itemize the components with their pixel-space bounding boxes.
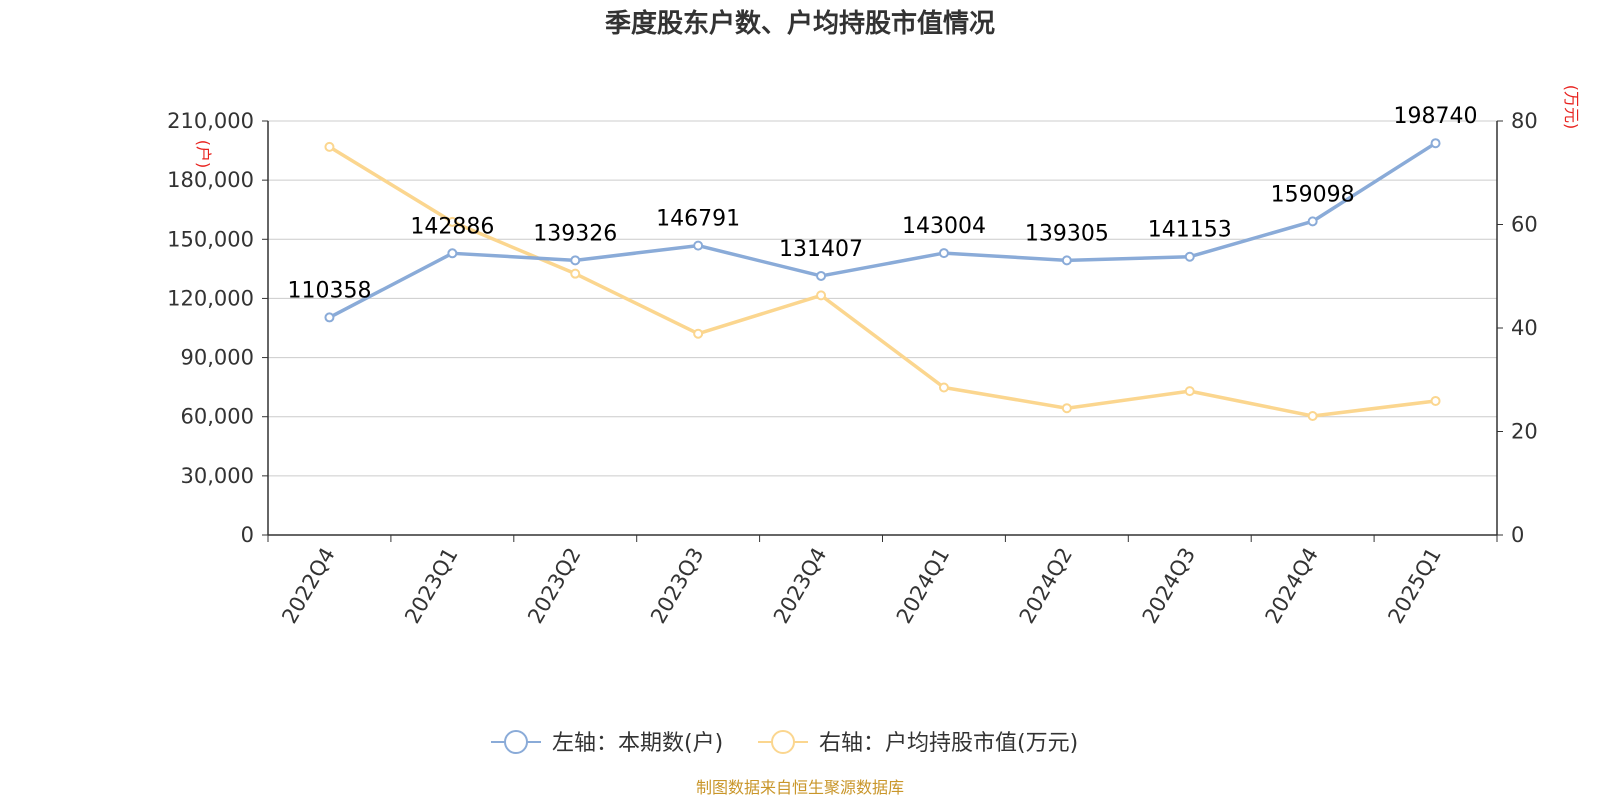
x-axis-tick-label: 2022Q4 — [277, 544, 339, 628]
data-point — [938, 382, 949, 393]
data-point — [570, 255, 581, 266]
grid-lines — [268, 120, 1497, 477]
x-axis-tick-label: 2024Q1 — [892, 544, 954, 628]
data-label: 146791 — [656, 207, 740, 232]
x-axis-tick-label: 2024Q4 — [1261, 544, 1323, 628]
data-point — [1430, 138, 1441, 149]
data-point — [447, 216, 458, 227]
data-point — [1307, 216, 1318, 227]
series-line-left — [328, 141, 1437, 319]
data-labels: 110358 142886 139326 146791 131407 143004 1393… — [287, 104, 1477, 303]
data-label: 143004 — [902, 214, 986, 239]
left-axis-tick-label: 210,000 — [167, 109, 254, 133]
data-point — [816, 290, 827, 301]
data-point — [938, 248, 949, 259]
data-point — [1307, 410, 1318, 421]
left-axis-unit: (户) — [194, 140, 213, 169]
data-label: 142886 — [410, 214, 494, 239]
x-axis-tick-label: 2024Q3 — [1138, 544, 1200, 628]
data-point — [1184, 251, 1195, 262]
chart-title: 季度股东户数、户均持股市值情况 — [605, 8, 995, 39]
data-point — [816, 270, 827, 281]
right-axis-tick-label: 60 — [1511, 213, 1538, 237]
legend[interactable]: 左轴：本期数(户) 右轴：户均持股市值(万元) — [491, 730, 1078, 756]
data-point — [447, 248, 458, 259]
data-label: 131407 — [779, 237, 863, 262]
x-axis-tick-label: 2023Q1 — [400, 544, 462, 628]
left-axis-tick-label: 90,000 — [181, 346, 254, 370]
data-point — [324, 312, 335, 323]
right-axis-tick-label: 20 — [1511, 420, 1538, 444]
data-point — [1061, 255, 1072, 266]
left-axis-tick-label: 30,000 — [181, 464, 254, 488]
x-axis-tick-label: 2023Q3 — [646, 544, 708, 628]
left-axis-tick-label: 180,000 — [167, 168, 254, 192]
data-label: 139326 — [533, 221, 617, 246]
left-axis-tick-label: 0 — [241, 523, 254, 547]
data-point — [324, 141, 335, 152]
source-note: 制图数据来自恒生聚源数据库 — [696, 778, 904, 797]
data-point — [693, 240, 704, 251]
legend-label-right: 右轴：户均持股市值(万元) — [819, 731, 1078, 756]
data-point — [1061, 403, 1072, 414]
series-layer — [324, 138, 1441, 421]
left-axis-tick-label: 150,000 — [167, 227, 254, 251]
data-label: 139305 — [1025, 221, 1109, 246]
data-label: 110358 — [287, 278, 371, 303]
x-axis-tick-label: 2024Q2 — [1015, 544, 1077, 628]
right-axis-tick-label: 40 — [1511, 316, 1538, 340]
data-point — [693, 328, 704, 339]
legend-item-right-series[interactable]: 右轴：户均持股市值(万元) — [758, 730, 1078, 756]
data-label: 198740 — [1394, 104, 1478, 129]
data-label: 159098 — [1271, 182, 1355, 207]
legend-marker-right — [771, 730, 795, 754]
data-point — [570, 268, 581, 279]
x-axis-tick-label: 2025Q1 — [1383, 544, 1445, 628]
legend-item-left-series[interactable]: 左轴：本期数(户) — [491, 730, 723, 756]
data-label: 141153 — [1148, 218, 1232, 243]
right-axis-tick-label: 80 — [1511, 109, 1538, 133]
right-axis-unit: (万元) — [1562, 85, 1581, 130]
legend-label-left: 左轴：本期数(户) — [552, 731, 723, 756]
data-point — [1184, 386, 1195, 397]
x-axis-tick-label: 2023Q2 — [523, 544, 585, 628]
right-axis-tick-label: 0 — [1511, 523, 1524, 547]
x-axis-tick-label: 2023Q4 — [769, 544, 831, 628]
data-point — [1430, 395, 1441, 406]
legend-marker-left — [504, 730, 528, 754]
left-axis-tick-label: 60,000 — [181, 405, 254, 429]
left-axis-tick-label: 120,000 — [167, 286, 254, 310]
series-line-right — [328, 145, 1436, 418]
